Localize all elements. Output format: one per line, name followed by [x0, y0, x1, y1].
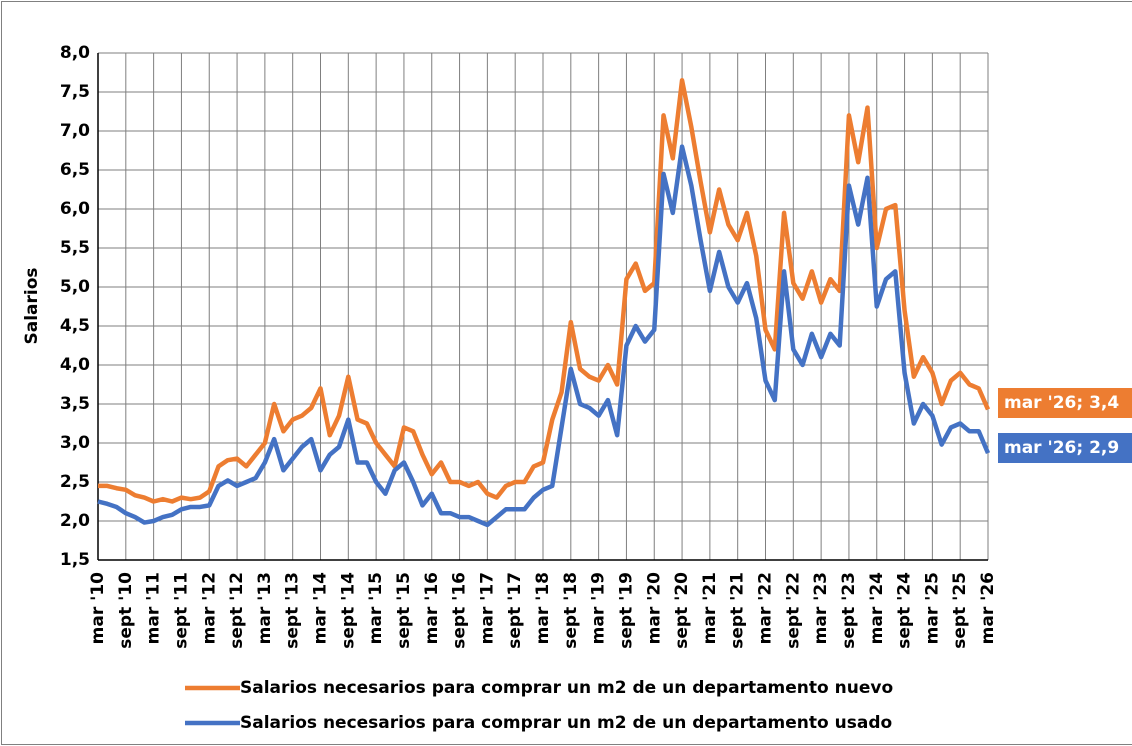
- annotation-box: [998, 433, 1132, 463]
- y-tick-label: 7,5: [60, 82, 90, 102]
- x-tick-label: sept '12: [227, 572, 247, 649]
- x-tick-label: sept '25: [950, 572, 970, 649]
- x-tick-label: mar '26: [978, 572, 998, 644]
- annotation: mar '26; 2,9: [1004, 438, 1119, 458]
- x-tick-label: sept '14: [338, 572, 358, 649]
- x-tick-label: mar '10: [88, 572, 108, 645]
- x-tick-label: sept '16: [450, 572, 470, 649]
- x-tick-label: mar '22: [756, 572, 776, 644]
- x-tick-label: sept '10: [116, 572, 136, 649]
- y-tick-label: 4,0: [60, 355, 90, 375]
- x-tick-label: mar '20: [644, 572, 664, 645]
- y-tick-label: 8,0: [60, 43, 90, 63]
- x-tick-label: sept '22: [783, 572, 803, 649]
- x-tick-label: mar '17: [477, 572, 497, 644]
- x-tick-label: mar '12: [199, 572, 219, 644]
- x-tick-label: sept '15: [394, 572, 414, 649]
- x-tick-label: mar '16: [422, 572, 442, 644]
- x-tick-label: mar '23: [811, 572, 831, 644]
- x-tick-label: sept '20: [672, 572, 692, 649]
- x-tick-label: mar '11: [144, 572, 164, 644]
- y-tick-label: 2,0: [60, 511, 90, 531]
- x-tick-label: sept '24: [895, 572, 915, 649]
- y-tick-label: 3,0: [60, 433, 90, 453]
- x-tick-label: sept '19: [616, 572, 636, 649]
- x-tick-label: mar '13: [255, 572, 275, 644]
- legend-label: Salarios necesarios para comprar un m2 d…: [240, 713, 892, 733]
- x-tick-label: mar '19: [589, 572, 609, 644]
- x-tick-label: mar '18: [533, 572, 553, 644]
- x-tick-label: sept '17: [505, 572, 525, 649]
- annotation: mar '26; 3,4: [1004, 393, 1119, 413]
- x-tick-label: sept '18: [561, 572, 581, 649]
- x-tick-label: sept '21: [728, 572, 748, 649]
- x-tick-label: mar '25: [922, 572, 942, 644]
- x-tick-label: sept '13: [283, 572, 303, 649]
- legend-label: Salarios necesarios para comprar un m2 d…: [240, 678, 893, 698]
- x-tick-label: mar '21: [700, 572, 720, 644]
- x-tick-label: sept '11: [171, 572, 191, 649]
- y-tick-label: 1,5: [60, 550, 90, 570]
- series-line: [97, 144, 991, 528]
- y-tick-label: 2,5: [60, 472, 90, 492]
- x-tick-label: mar '14: [311, 572, 331, 645]
- x-tick-label: mar '24: [867, 572, 887, 645]
- y-tick-label: 6,0: [60, 199, 90, 219]
- y-tick-label: 5,0: [60, 277, 90, 297]
- annotation-box: [998, 388, 1132, 418]
- series-line: [98, 78, 991, 504]
- y-tick-label: 4,5: [60, 316, 90, 336]
- y-tick-label: 7,0: [60, 121, 90, 141]
- y-tick-label: 6,5: [60, 160, 90, 180]
- y-tick-label: 3,5: [60, 394, 90, 414]
- x-tick-label: mar '15: [366, 572, 386, 644]
- y-axis-title: Salarios: [22, 267, 42, 344]
- x-tick-label: sept '23: [839, 572, 859, 649]
- y-tick-label: 5,5: [60, 238, 90, 258]
